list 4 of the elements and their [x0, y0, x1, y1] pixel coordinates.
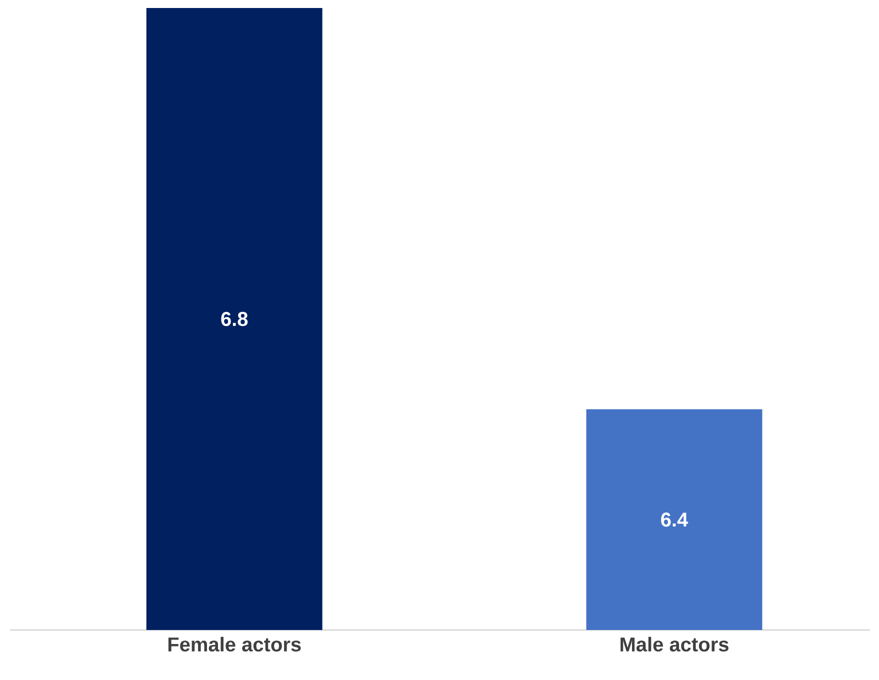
- data-label: 6.8: [221, 312, 248, 326]
- data-label: 6.4: [661, 512, 688, 527]
- x-tick-label: Male actors: [620, 636, 728, 652]
- x-tick-label: Female actors: [168, 636, 301, 652]
